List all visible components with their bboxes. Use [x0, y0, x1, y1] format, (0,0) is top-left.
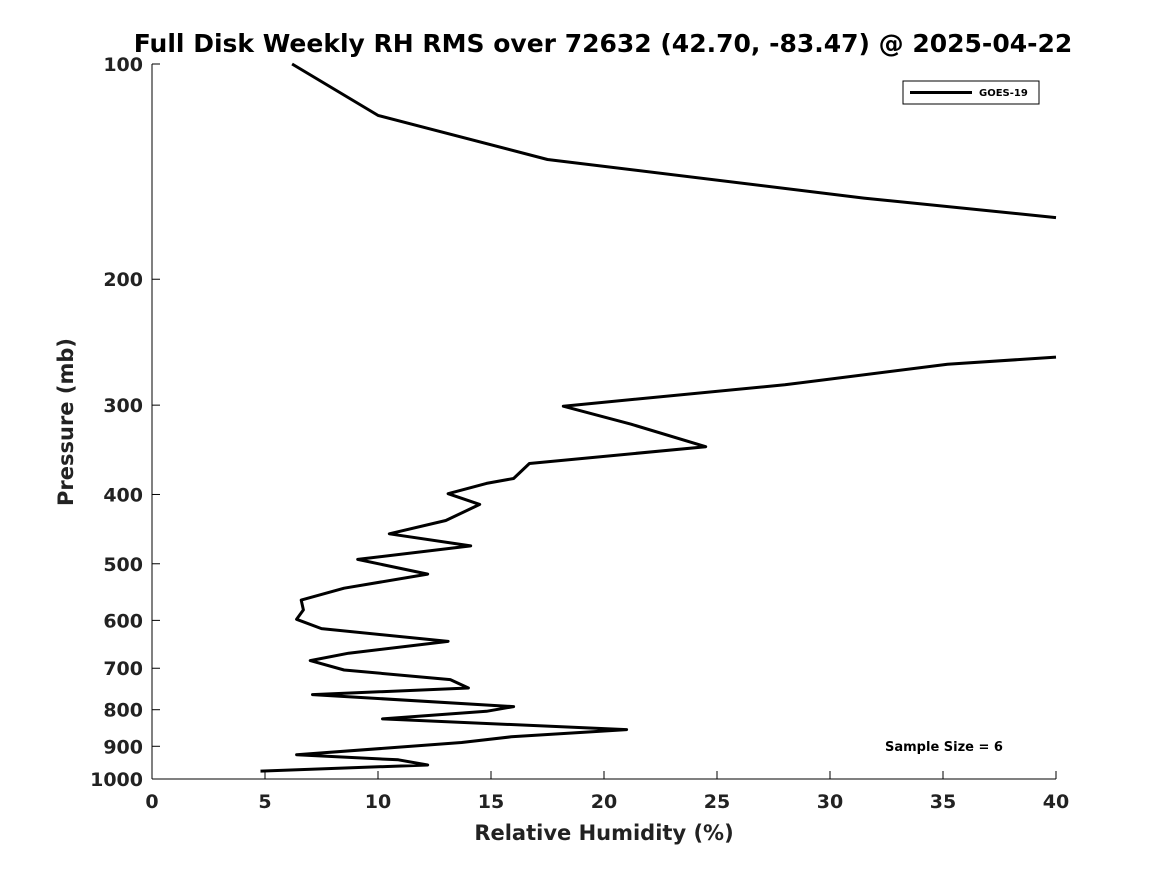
y-tick-label: 200 — [103, 269, 143, 291]
x-tick-label: 5 — [258, 791, 271, 813]
x-tick-label: 15 — [478, 791, 504, 813]
y-tick-label: 700 — [103, 658, 143, 680]
y-tick-label: 800 — [103, 700, 143, 722]
series-layer — [260, 62, 1057, 773]
x-tick-label: 30 — [817, 791, 843, 813]
y-axis-label: Pressure (mb) — [54, 338, 78, 506]
x-tick-label: 25 — [704, 791, 730, 813]
y-tick-label: 100 — [103, 54, 143, 76]
series-goes-19 — [260, 62, 1057, 773]
y-tick-label: 400 — [103, 484, 143, 506]
series-line-segment — [260, 355, 1057, 773]
chart-title: Full Disk Weekly RH RMS over 72632 (42.7… — [134, 29, 1073, 58]
x-tick-label: 20 — [591, 791, 617, 813]
sample-size-annotation: Sample Size = 6 — [885, 740, 1003, 755]
x-tick-label: 0 — [145, 791, 158, 813]
plot-area — [151, 64, 1056, 780]
y-tick-label: 500 — [103, 554, 143, 576]
y-tick-label: 300 — [103, 395, 143, 417]
y-axis-ticks: 100 200 300 400 500 600 700 800 900 1000 — [90, 54, 160, 791]
y-tick-label: 1000 — [90, 769, 143, 791]
series-line-segment — [291, 62, 1057, 220]
x-tick-label: 40 — [1043, 791, 1069, 813]
x-axis-ticks: 0 5 10 15 20 25 30 35 40 — [145, 771, 1069, 813]
x-tick-label: 10 — [365, 791, 391, 813]
x-axis-label: Relative Humidity (%) — [474, 821, 733, 845]
legend: GOES-19 — [902, 80, 1040, 105]
y-tick-label: 600 — [103, 610, 143, 632]
legend-label-goes-19: GOES-19 — [979, 88, 1028, 99]
y-tick-label: 900 — [103, 736, 143, 758]
x-tick-label: 35 — [930, 791, 956, 813]
